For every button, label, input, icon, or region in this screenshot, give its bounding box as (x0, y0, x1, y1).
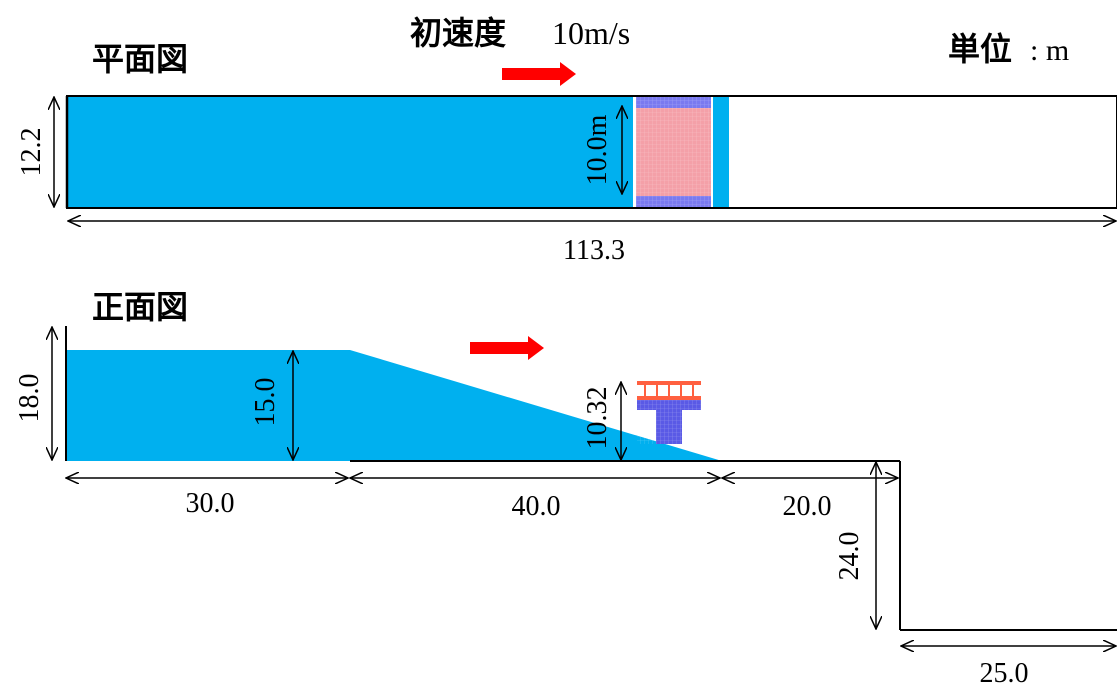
drop-label: 24.0 (834, 532, 865, 581)
plan-pier (633, 97, 713, 207)
total-height-label: 18.0 (14, 374, 45, 423)
plan-view: 12.2 10.0m 113.3 (16, 95, 1117, 266)
step-length-label: 20.0 (783, 491, 832, 522)
flat-length-label: 30.0 (186, 488, 235, 519)
slope-length-label: 40.0 (512, 491, 561, 522)
velocity-label: 初速度 (410, 14, 506, 52)
flow-arrow-front (470, 336, 544, 360)
water-depth-label: 15.0 (250, 378, 281, 427)
velocity-value: 10m/s (552, 15, 630, 51)
pier-height-label: 10.32 (582, 387, 613, 450)
front-view: 18.0 15.0 10.32 30.0 40.0 20.0 24.0 25.0 (14, 326, 1117, 689)
unit-value: : m (1030, 34, 1069, 67)
front-pier (637, 381, 701, 444)
front-water-body (66, 350, 722, 461)
flow-arrow-plan (502, 62, 576, 86)
plan-length-label: 113.3 (563, 235, 625, 266)
unit-label: 単位 (948, 30, 1012, 68)
plan-height-label: 12.2 (16, 128, 47, 177)
plan-water-body (67, 97, 729, 207)
pier-width-label: 10.0m (582, 114, 613, 185)
plan-view-title: 平面図 (92, 40, 188, 78)
front-view-title: 正面図 (92, 288, 188, 326)
tail-length-label: 25.0 (980, 658, 1029, 689)
